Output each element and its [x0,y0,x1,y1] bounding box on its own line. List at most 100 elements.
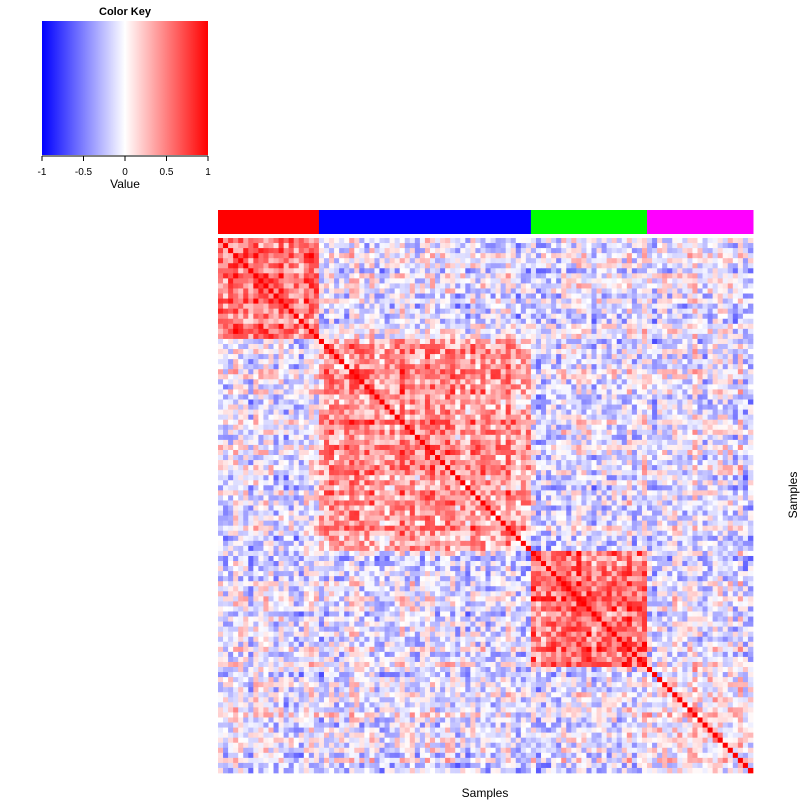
heatmap-cell [551,344,556,349]
heatmap-cell [465,384,470,389]
heatmap-cell [274,329,279,334]
heatmap-cell [632,435,637,440]
heatmap-cell [506,435,511,440]
heatmap-cell [284,329,289,334]
heatmap-cell [728,294,733,299]
heatmap-cell [253,400,258,405]
heatmap-cell [339,339,344,344]
heatmap-cell [430,369,435,374]
heatmap-cell [349,384,354,389]
heatmap-cell [597,253,602,258]
heatmap-cell [743,304,748,309]
heatmap-cell [289,329,294,334]
heatmap-cell [662,435,667,440]
heatmap-cell [294,445,299,450]
heatmap-cell [491,329,496,334]
heatmap-cell [294,349,299,354]
heatmap-cell [647,354,652,359]
heatmap-cell [339,324,344,329]
heatmap-cell [516,263,521,268]
heatmap-cell [430,314,435,319]
heatmap-cell [708,435,713,440]
heatmap-cell [344,334,349,339]
color-key-gradient [42,21,208,155]
heatmap-cell [516,440,521,445]
heatmap-cell [662,410,667,415]
heatmap-cell [380,288,385,293]
heatmap-cell [657,349,662,354]
heatmap-cell [319,460,324,465]
heatmap-cell [607,369,612,374]
heatmap-cell [238,430,243,435]
heatmap-cell [349,324,354,329]
heatmap-cell [465,440,470,445]
heatmap-cell [420,465,425,470]
heatmap-cell [546,329,551,334]
heatmap-cell [475,238,480,243]
heatmap-cell [723,288,728,293]
heatmap-cell [597,389,602,394]
heatmap-cell [415,384,420,389]
heatmap-cell [248,278,253,283]
heatmap-cell [460,435,465,440]
heatmap-cell [723,405,728,410]
heatmap-cell [263,425,268,430]
heatmap-cell [329,258,334,263]
heatmap-cell [294,420,299,425]
heatmap-cell [279,400,284,405]
heatmap-cell [622,248,627,253]
heatmap-cell [238,445,243,450]
heatmap-cell [607,283,612,288]
heatmap-cell [571,309,576,314]
heatmap-cell [531,349,536,354]
heatmap-cell [546,470,551,475]
heatmap-cell [637,283,642,288]
heatmap-cell [390,238,395,243]
heatmap-cell [460,460,465,465]
heatmap-cell [687,389,692,394]
heatmap-cell [703,425,708,430]
heatmap-cell [672,349,677,354]
heatmap-cell [274,364,279,369]
heatmap-cell [405,339,410,344]
heatmap-cell [400,294,405,299]
heatmap-cell [526,314,531,319]
heatmap-cell [309,238,314,243]
heatmap-cell [364,329,369,334]
heatmap-cell [450,425,455,430]
heatmap-cell [652,374,657,379]
heatmap-cell [274,299,279,304]
heatmap-cell [566,349,571,354]
heatmap-cell [713,299,718,304]
heatmap-cell [708,455,713,460]
heatmap-cell [526,420,531,425]
heatmap-cell [728,460,733,465]
heatmap-cell [591,354,596,359]
heatmap-cell [682,253,687,258]
heatmap-cell [299,283,304,288]
heatmap-cell [319,329,324,334]
heatmap-cell [334,374,339,379]
heatmap-cell [617,405,622,410]
heatmap-cell [223,243,228,248]
heatmap-cell [506,258,511,263]
heatmap-cell [748,283,753,288]
heatmap-cell [385,364,390,369]
heatmap-cell [591,273,596,278]
heatmap-cell [546,248,551,253]
heatmap-cell [440,329,445,334]
heatmap-cell [723,268,728,273]
heatmap-cell [581,248,586,253]
heatmap-cell [299,258,304,263]
heatmap-cell [218,415,223,420]
heatmap-cell [708,263,713,268]
heatmap-cell [480,465,485,470]
heatmap-cell [496,440,501,445]
heatmap-cell [516,253,521,258]
heatmap-cell [703,379,708,384]
heatmap-cell [677,460,682,465]
heatmap-cell [667,288,672,293]
heatmap-cell [612,263,617,268]
heatmap-cell [677,445,682,450]
heatmap-cell [541,283,546,288]
